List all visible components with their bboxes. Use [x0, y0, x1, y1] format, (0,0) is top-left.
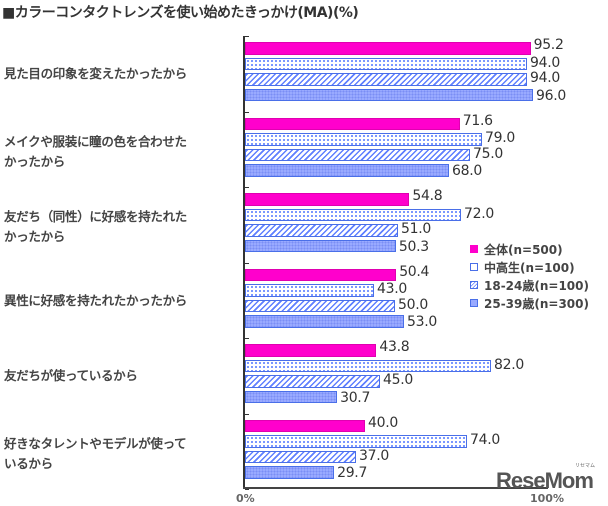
category-label: 異性に好感を持たれたかったから: [4, 291, 234, 311]
y-axis-tick: [245, 489, 249, 490]
bar-series-2: [245, 224, 398, 237]
y-axis-tick: [245, 111, 249, 113]
y-axis-tick: [245, 262, 249, 264]
bar-value-label: 50.3: [398, 238, 429, 255]
chart-legend: 全体(n=500) 中高生(n=100) 18-24歳(n=100) 25-39…: [470, 240, 589, 312]
legend-item-18-24: 18-24歳(n=100): [470, 276, 589, 294]
y-axis-tick: [245, 36, 249, 37]
bar-value-label: 94.0: [530, 54, 560, 71]
bar-value-label: 68.0: [452, 163, 482, 179]
chart-title: ■カラーコンタクトレンズを使い始めたきっかけ(MA)(%): [2, 5, 359, 21]
y-axis-tick: [245, 413, 249, 415]
category-label-line: かったから: [4, 229, 66, 244]
category-label-line: いるから: [4, 455, 53, 471]
bar-series-0: [245, 42, 531, 55]
bar-series-2: [245, 148, 470, 161]
category-label-line: かったから: [4, 153, 66, 169]
category-label: 好きなタレントやモデルが使って いるから: [4, 434, 234, 474]
bar-series-1: [245, 359, 491, 372]
bar-series-0: [245, 117, 460, 130]
bar-series-2: [245, 299, 395, 312]
resemom-logo: ReseMom: [496, 468, 594, 493]
bar-value-label: 30.7: [340, 389, 371, 406]
bar-series-1: [245, 208, 461, 221]
bar-value-label: 51.0: [401, 221, 431, 237]
legend-swatch-icon: [470, 281, 478, 289]
bar-value-label: 37.0: [359, 447, 389, 464]
bar-series-3: [245, 239, 396, 252]
category-label-line: 友だち（同性）に好感を持たれた: [4, 209, 188, 224]
legend-item-25-39: 25-39歳(n=300): [470, 294, 589, 312]
bar-value-label: 29.7: [337, 465, 368, 481]
legend-item-students: 中高生(n=100): [470, 258, 589, 276]
category-label-line: 見た目の印象を変えたかったから: [4, 66, 188, 81]
bar-series-1: [245, 435, 467, 448]
bar-value-label: 96.0: [536, 87, 566, 104]
bar-value-label: 40.0: [368, 414, 398, 431]
category-label: 見た目の印象を変えたかったから: [4, 64, 234, 84]
bar-value-label: 43.8: [379, 339, 410, 355]
bar-value-label: 45.0: [383, 372, 413, 388]
bar-value-label: 79.0: [485, 130, 515, 146]
category-label: 友だちが使っているから: [4, 366, 234, 386]
bar-series-3: [245, 315, 404, 328]
bar-series-3: [245, 164, 449, 177]
legend-swatch-icon: [470, 263, 478, 271]
bar-value-label: 94.0: [530, 70, 560, 86]
bar-series-3: [245, 466, 335, 479]
bar-value-label: 74.0: [470, 432, 500, 448]
bar-value-label: 54.8: [412, 188, 443, 204]
category-label: メイクや服装に瞳の色を合わせた かったから: [4, 132, 234, 172]
category-label-line: 友だちが使っているから: [4, 368, 138, 383]
bar-value-label: 82.0: [494, 356, 524, 373]
legend-item-all: 全体(n=500): [470, 240, 589, 258]
bar-value-label: 95.2: [533, 37, 564, 53]
x-axis-line: [243, 487, 548, 489]
bar-series-2: [245, 73, 527, 86]
x-tick-label-min: 0%: [236, 492, 255, 505]
resemom-logo-ruby: リセマム: [575, 463, 596, 469]
bar-series-1: [245, 57, 527, 70]
bar-value-label: 43.0: [377, 281, 407, 297]
category-label-line: メイクや服装に瞳の色を合わせた: [4, 133, 187, 149]
bar-value-label: 72.0: [464, 205, 494, 222]
bar-value-label: 53.0: [407, 314, 437, 330]
category-label-line: 好きなタレントやモデルが使って: [4, 435, 187, 451]
y-axis-line: [243, 36, 245, 488]
legend-label: 中高生(n=100): [484, 260, 575, 275]
bar-series-1: [245, 284, 374, 297]
bar-value-label: 71.6: [462, 112, 493, 129]
bar-series-3: [245, 88, 533, 101]
x-tick-label-max: 100%: [530, 492, 564, 505]
legend-swatch-icon: [470, 245, 478, 253]
bar-value-label: 75.0: [473, 145, 503, 162]
bar-series-2: [245, 375, 380, 388]
category-label-line: 異性に好感を持たれたかったから: [4, 292, 188, 308]
bar-series-2: [245, 450, 356, 463]
bar-series-0: [245, 344, 377, 357]
bar-series-3: [245, 390, 338, 403]
category-label: 友だち（同性）に好感を持たれた かったから: [4, 207, 234, 247]
bar-series-0: [245, 193, 410, 206]
y-axis-tick: [245, 338, 249, 339]
bar-value-label: 50.0: [398, 296, 428, 313]
bar-series-0: [245, 268, 397, 281]
legend-label: 18-24歳(n=100): [484, 278, 589, 293]
legend-label: 25-39歳(n=300): [484, 296, 589, 311]
bar-series-1: [245, 133, 482, 146]
bar-value-label: 50.4: [399, 263, 430, 280]
bar-series-0: [245, 419, 365, 432]
legend-swatch-icon: [470, 299, 478, 307]
y-axis-tick: [245, 187, 249, 188]
legend-label: 全体(n=500): [484, 242, 563, 257]
